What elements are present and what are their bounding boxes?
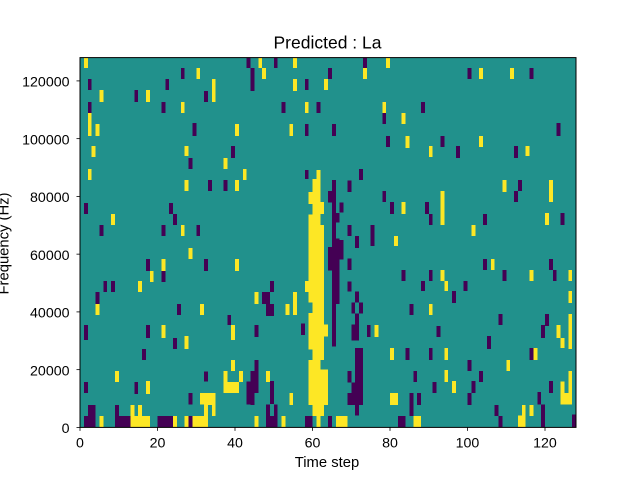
svg-text:120000: 120000 bbox=[22, 75, 69, 91]
svg-text:40000: 40000 bbox=[30, 306, 70, 322]
svg-text:20000: 20000 bbox=[30, 363, 70, 379]
svg-text:0: 0 bbox=[76, 436, 84, 452]
svg-text:Time step: Time step bbox=[295, 455, 359, 471]
svg-text:Frequency (Hz): Frequency (Hz) bbox=[0, 192, 13, 294]
svg-text:Predicted : La: Predicted : La bbox=[274, 33, 382, 53]
svg-text:60: 60 bbox=[305, 436, 321, 452]
svg-text:80: 80 bbox=[382, 436, 398, 452]
svg-text:40: 40 bbox=[227, 436, 243, 452]
svg-text:100000: 100000 bbox=[22, 132, 69, 148]
svg-text:120: 120 bbox=[533, 436, 557, 452]
svg-text:80000: 80000 bbox=[30, 190, 70, 206]
svg-text:100: 100 bbox=[456, 436, 480, 452]
svg-text:0: 0 bbox=[62, 421, 70, 437]
svg-text:60000: 60000 bbox=[30, 248, 70, 264]
svg-text:20: 20 bbox=[150, 436, 166, 452]
